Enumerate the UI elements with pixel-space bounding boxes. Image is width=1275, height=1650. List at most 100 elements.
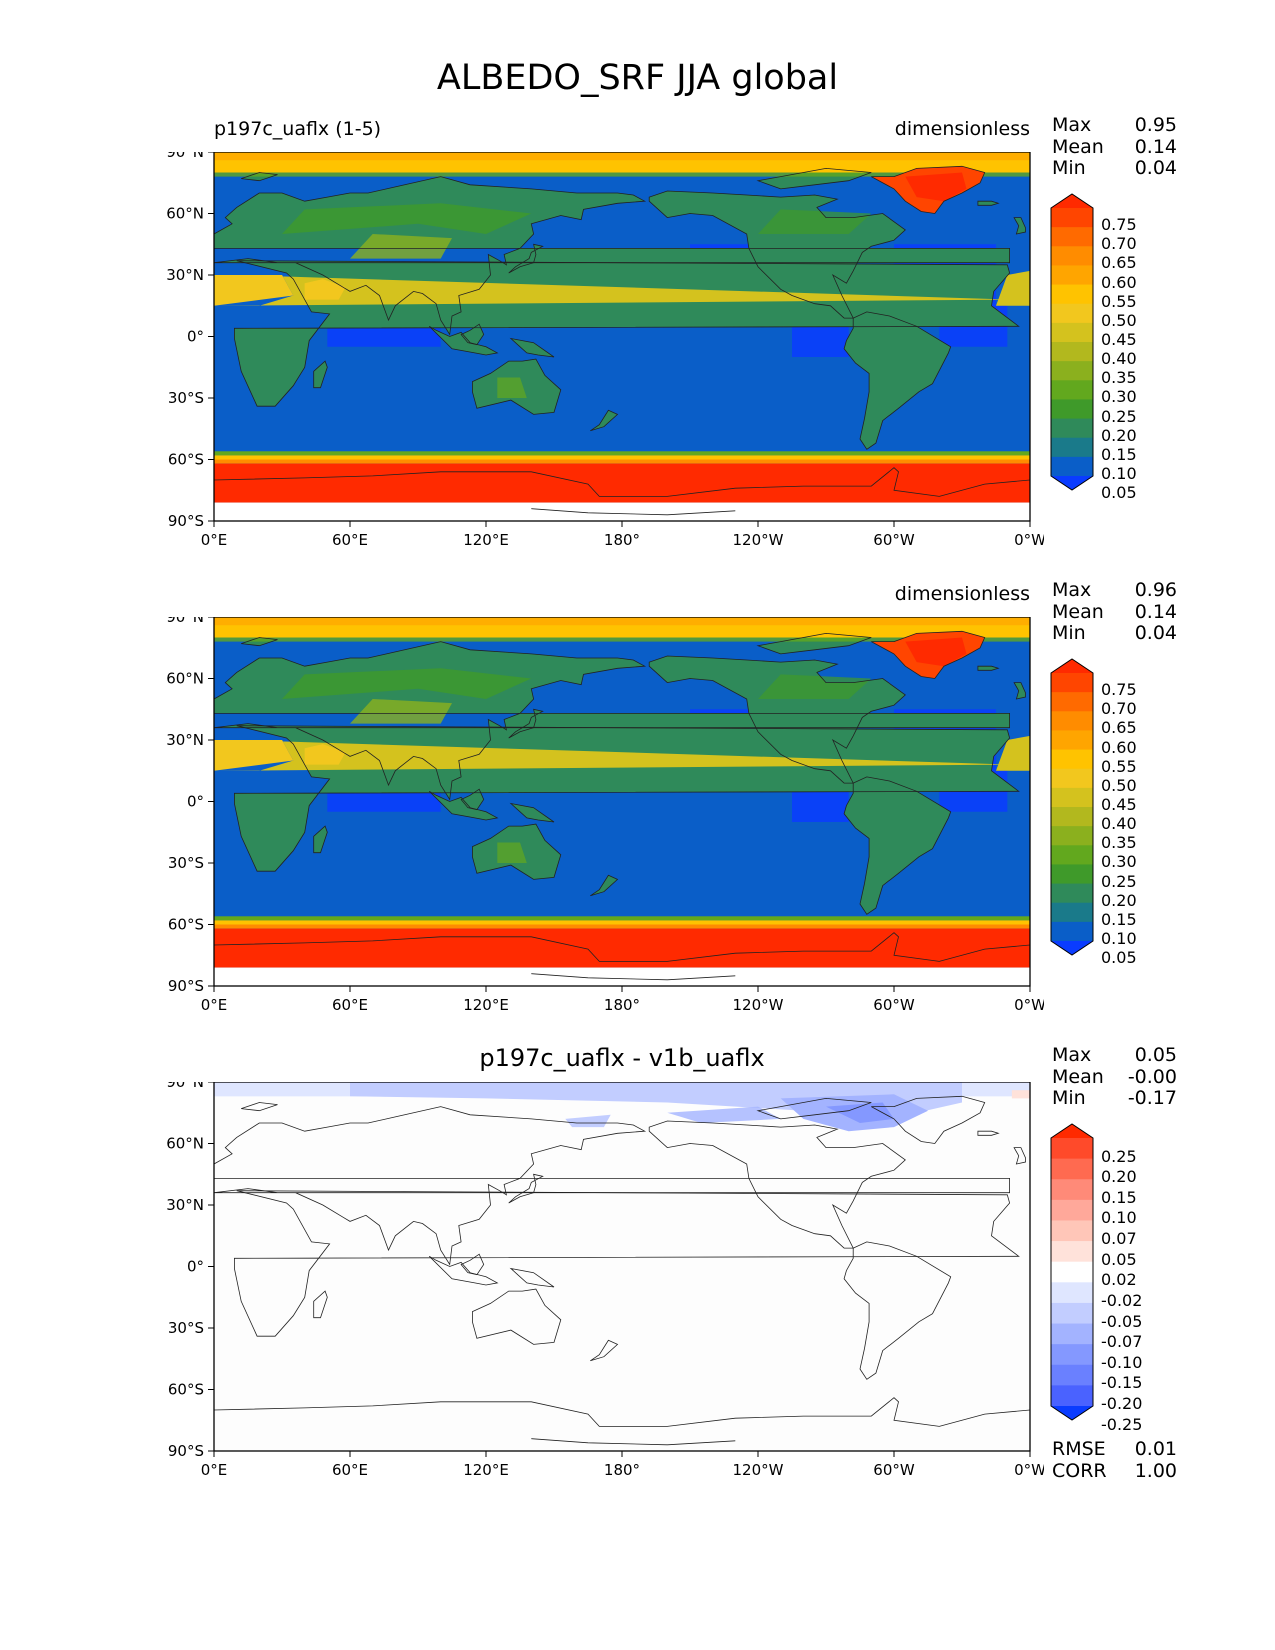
colorbar-outline — [1050, 1123, 1094, 1421]
colorbar-tick-label: 0.15 — [1101, 909, 1137, 929]
y-tick-label: 60°N — [166, 1135, 204, 1153]
x-tick-label: 0°W — [1014, 1461, 1044, 1479]
colorbar-band — [1051, 768, 1093, 789]
coastline-indonesia — [429, 1255, 499, 1286]
colorbar-band — [1051, 730, 1093, 751]
desert-arabia — [304, 744, 346, 765]
colorbar-band — [1051, 826, 1093, 846]
colorbar-band — [1051, 361, 1093, 381]
colorbar-tick-label: -0.10 — [1101, 1352, 1143, 1372]
coastline-madagascar — [313, 1290, 328, 1319]
stat-min-label: Min — [1052, 157, 1086, 179]
australia-interior — [497, 842, 527, 863]
coastline-japan — [508, 243, 544, 274]
colorbar-band — [1051, 399, 1093, 420]
coastline-antarctica — [214, 932, 1030, 962]
stat-corr-value: 1.00 — [1134, 1459, 1177, 1482]
y-tick-label: 60°S — [168, 451, 204, 469]
colorbar-1 — [1050, 193, 1094, 491]
coastline-namerica — [648, 190, 906, 319]
x-tick-label: 60°E — [332, 1461, 368, 1479]
coastline-australia — [471, 823, 562, 880]
masked-pole — [214, 502, 1030, 521]
coastline-uk — [1013, 682, 1026, 700]
stat-rmse-value: 0.01 — [1134, 1438, 1177, 1460]
coastline-samerica — [843, 776, 952, 915]
coastlines — [214, 165, 1030, 516]
colorbar-tick-label: -0.02 — [1101, 1290, 1143, 1310]
y-tick-label: 90°S — [168, 512, 204, 530]
greenland-ice-core — [905, 637, 967, 667]
land-ngu — [510, 803, 554, 822]
stat-min-value: 0.04 — [1134, 157, 1177, 179]
desert-sahara-east-edge — [996, 270, 1030, 306]
coastline-australia — [471, 1288, 562, 1345]
coastline-greenland — [871, 630, 986, 679]
coastline-eurasia — [214, 176, 1010, 336]
australia-interior — [497, 377, 527, 398]
colorbar-tick-label: 0.65 — [1101, 718, 1137, 738]
coastline-nz — [590, 409, 619, 432]
colorbar-band — [1051, 1158, 1093, 1180]
y-tick-label: 0° — [187, 793, 204, 811]
x-tick-label: 120°E — [463, 996, 509, 1014]
arctic-band-top — [214, 617, 1030, 626]
colorbar-tick-label: 0.40 — [1101, 814, 1137, 834]
x-tick-label: 180° — [604, 1461, 640, 1479]
coastline-japan — [508, 708, 544, 739]
x-tick-label: 60°E — [332, 996, 368, 1014]
coastline-nz — [590, 1339, 619, 1362]
stat-mean-label: Mean — [1052, 1065, 1104, 1088]
colorbar-band — [1051, 380, 1093, 400]
panel-units-label: dimensionless — [894, 118, 1030, 140]
colorbar-tick-label: 0.25 — [1101, 406, 1137, 426]
x-tick-label: 180° — [604, 996, 640, 1014]
y-tick-label: 60°N — [166, 670, 204, 688]
colorbar-tick-label: 0.75 — [1101, 215, 1137, 235]
colorbar-band — [1051, 437, 1093, 458]
colorbar-band — [1051, 1344, 1093, 1366]
arctic-diff-negative — [350, 1082, 962, 1123]
colorbar-tick-label: 0.60 — [1101, 737, 1137, 757]
colorbar-tick-label: -0.25 — [1101, 1414, 1143, 1434]
colorbar-tick-label: 0.20 — [1101, 890, 1137, 910]
colorbar-band — [1051, 456, 1093, 477]
colorbar-band — [1051, 342, 1093, 362]
land-central-asia — [350, 234, 452, 259]
colorbar-tick-label: 0.05 — [1101, 948, 1137, 968]
y-tick-label: 30°S — [168, 1319, 204, 1337]
y-tick-label: 90°S — [168, 1442, 204, 1460]
colorbar-tick-label: 0.50 — [1101, 310, 1137, 330]
coastline-australia — [471, 358, 562, 415]
colorbar-3 — [1050, 1123, 1094, 1421]
x-tick-label: 180° — [604, 531, 640, 549]
colorbar-extend-min — [1051, 1406, 1093, 1420]
land-borneo — [461, 789, 484, 810]
colorbar-tick-label: 0.25 — [1101, 871, 1137, 891]
stat-max-value: 0.96 — [1134, 579, 1177, 601]
coastline-ngu — [509, 802, 555, 823]
coastline-nz — [590, 874, 619, 897]
arctic-band-edge — [214, 637, 1030, 642]
y-tick-label: 30°N — [166, 266, 204, 284]
coastline-japan — [508, 1173, 544, 1204]
colorbar-extend-max — [1051, 194, 1093, 208]
colorbar-band — [1051, 322, 1093, 343]
zero-difference-field — [214, 1082, 1030, 1451]
colorbar-tick-label: 0.40 — [1101, 349, 1137, 369]
coastline-madagascar — [313, 360, 328, 389]
coastline-namerica — [648, 1120, 906, 1249]
colorbar-tick-label: 0.45 — [1101, 795, 1137, 814]
coastline-madagascar — [313, 825, 328, 854]
colorbar-extend-min — [1051, 941, 1093, 955]
coastlines — [214, 1095, 1030, 1446]
coastline-ross-shelf — [531, 1438, 736, 1446]
desert-arabia — [304, 279, 346, 300]
coastline-arcticis — [756, 167, 872, 190]
coastline-iceland — [977, 1130, 1000, 1136]
desert-sahara — [214, 275, 294, 306]
greenland-ice-core — [905, 172, 967, 202]
stat-rmse-label: RMSE — [1052, 1438, 1106, 1460]
colorbar-tick-label: -0.05 — [1101, 1311, 1143, 1331]
panel-center-title: p197c_uaflx - v1b_uaflx — [479, 1044, 765, 1072]
